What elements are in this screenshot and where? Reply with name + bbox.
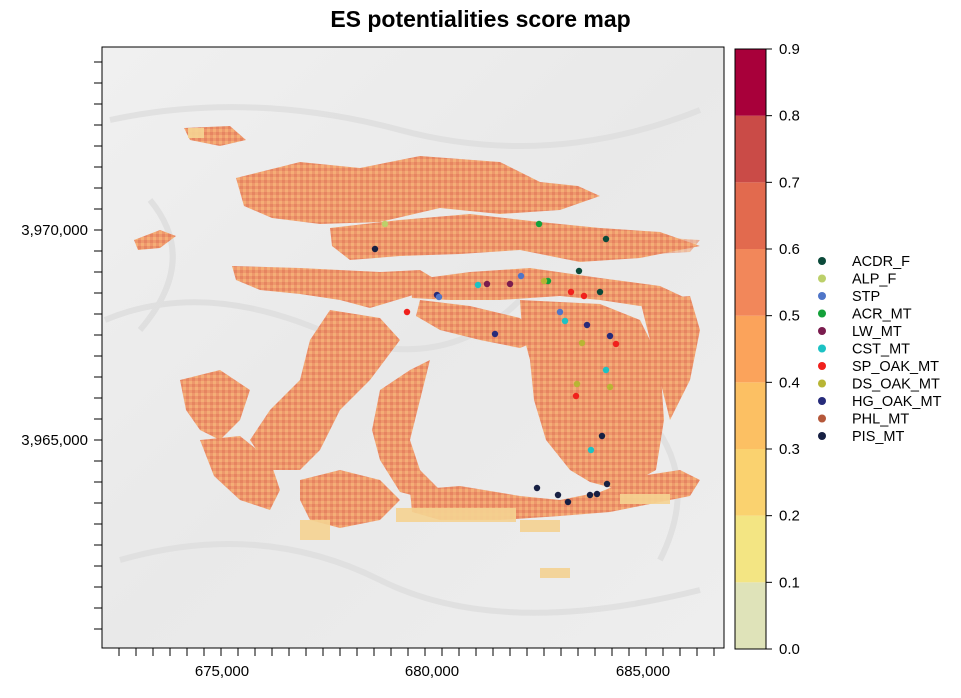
point-sp-oak-mt — [403, 308, 411, 316]
colorbar-tick-label: 0.5 — [779, 308, 800, 325]
point-lw-mt — [483, 280, 491, 288]
point-sp-oak-mt — [572, 392, 580, 400]
point-pis-mt — [586, 491, 594, 499]
legend-marker — [818, 362, 826, 370]
colorbar-tick-label: 0.1 — [779, 574, 800, 591]
colorbar-tick-label: 0.4 — [779, 374, 800, 391]
point-acdr-f — [596, 288, 604, 296]
y-tick-label: 3,965,000 — [21, 432, 88, 449]
legend-label: STP — [852, 289, 880, 305]
legend-marker — [818, 397, 826, 405]
point-acdr-f — [602, 235, 610, 243]
point-pis-mt — [598, 432, 606, 440]
score-raster — [134, 126, 700, 578]
legend-marker — [818, 379, 826, 388]
legend-marker — [818, 257, 826, 265]
legend-label: CST_MT — [852, 342, 910, 358]
colorbar-segment — [735, 515, 766, 583]
legend-label: PIS_MT — [852, 429, 905, 445]
point-pis-mt — [533, 484, 541, 492]
point-ds-oak-mt — [606, 383, 614, 391]
point-pis-mt — [371, 245, 379, 253]
legend-marker — [818, 327, 826, 335]
legend-label: PHL_MT — [852, 412, 909, 428]
colorbar-tick-label: 0.8 — [779, 108, 800, 125]
point-cst-mt — [561, 317, 569, 325]
x-tick-label: 675,000 — [195, 663, 249, 680]
point-stp — [517, 272, 525, 280]
colorbar-tick-label: 0.2 — [779, 508, 800, 525]
colorbar-segment — [735, 115, 766, 183]
colorbar-tick-label: 0.9 — [779, 41, 800, 58]
colorbar: 0.0 0.1 0.2 0.3 0.4 0.5 0.6 0.7 0.8 0.9 — [734, 41, 800, 658]
legend-label: SP_OAK_MT — [852, 359, 939, 375]
legend-marker — [818, 309, 826, 318]
point-acdr-f — [575, 267, 583, 275]
legend-label: ACR_MT — [852, 307, 912, 323]
point-hg-oak-mt — [583, 321, 591, 329]
colorbar-tick-label: 0.0 — [779, 641, 800, 658]
point-pis-mt — [554, 491, 562, 499]
point-cst-mt — [602, 366, 610, 374]
point-sp-oak-mt — [567, 288, 575, 296]
colorbar-tick-label: 0.6 — [779, 241, 800, 258]
point-cst-mt — [474, 281, 482, 289]
legend-marker — [818, 274, 826, 283]
legend-label: DS_OAK_MT — [852, 377, 940, 393]
y-axis — [94, 47, 103, 648]
colorbar-tick-label: 0.3 — [779, 441, 800, 458]
point-lw-mt — [506, 280, 514, 288]
point-ds-oak-mt — [578, 339, 586, 347]
colorbar-segment — [735, 182, 766, 249]
colorbar-segment — [735, 315, 766, 383]
map-title: ES potentialities score map — [330, 6, 631, 32]
x-tick-label: 685,000 — [616, 663, 670, 680]
legend-marker — [818, 414, 826, 423]
point-hg-oak-mt — [491, 330, 499, 338]
legend-label: LW_MT — [852, 324, 902, 340]
legend-label: HG_OAK_MT — [852, 394, 942, 410]
colorbar-segment — [735, 582, 766, 649]
sample-points — [371, 220, 620, 506]
point-sp-oak-mt — [612, 340, 620, 348]
colorbar-segment — [735, 249, 766, 316]
colorbar-frame — [734, 48, 767, 650]
colorbar-tick-label: 0.7 — [779, 174, 800, 191]
y-tick-label: 3,970,000 — [21, 222, 88, 239]
legend-label: ACDR_F — [852, 254, 910, 270]
point-ds-oak-mt — [573, 380, 581, 388]
point-pis-mt — [603, 480, 611, 488]
colorbar-segment — [735, 382, 766, 449]
legend-marker — [818, 292, 826, 300]
colorbar-segment — [735, 449, 766, 516]
point-pis-mt — [593, 490, 601, 498]
x-tick-label: 680,000 — [405, 663, 459, 680]
legend-marker — [818, 432, 826, 440]
point-stp — [435, 293, 443, 301]
colorbar-segment — [735, 49, 766, 116]
legend-marker — [818, 344, 826, 353]
legend-label: ALP_F — [852, 272, 896, 288]
point-acr-mt — [535, 220, 543, 228]
point-cst-mt — [587, 446, 595, 454]
point-alp-f — [381, 220, 389, 228]
point-sp-oak-mt — [580, 292, 588, 300]
x-axis — [102, 647, 724, 656]
point-pis-mt — [564, 498, 572, 506]
point-hg-oak-mt — [606, 332, 614, 340]
point-stp — [556, 308, 564, 316]
point-ds-oak-mt — [540, 277, 548, 285]
